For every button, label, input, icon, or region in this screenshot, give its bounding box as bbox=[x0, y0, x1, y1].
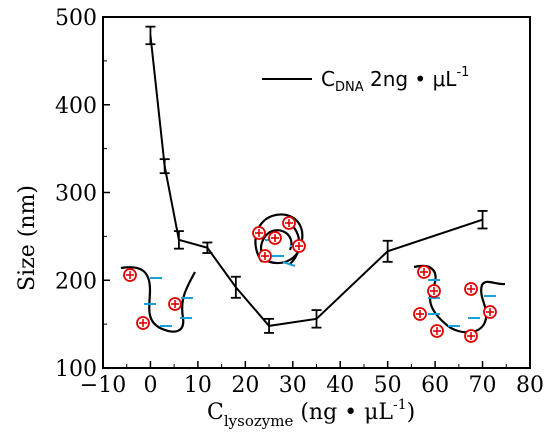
error-bar bbox=[202, 241, 213, 254]
positive-charge-icon bbox=[413, 307, 427, 321]
y-tick-label: 200 bbox=[55, 269, 97, 294]
error-bar bbox=[311, 309, 322, 329]
error-bar bbox=[477, 210, 488, 230]
error-bar bbox=[382, 239, 393, 263]
positive-charge-icon bbox=[168, 297, 182, 311]
x-axis-label: Clysozyme (ng • μL-1) bbox=[207, 397, 415, 430]
positive-charge-icon bbox=[282, 216, 296, 230]
error-bar bbox=[230, 275, 241, 299]
positive-charge-icon bbox=[268, 231, 282, 245]
positive-charge-icon bbox=[292, 239, 306, 253]
x-axis-label-sup: -1 bbox=[393, 397, 407, 413]
legend-label-tail: 2ng • μL bbox=[364, 67, 458, 91]
positive-charge-icon bbox=[430, 324, 444, 338]
error-bar bbox=[264, 317, 275, 334]
legend-label: CDNA 2ng • μL-1 bbox=[321, 65, 469, 95]
y-tick-label: 500 bbox=[55, 6, 97, 31]
legend-label-sub: DNA bbox=[335, 80, 364, 95]
error-bar bbox=[145, 25, 156, 46]
dna-strand-path bbox=[120, 266, 196, 333]
x-tick-label: 20 bbox=[231, 373, 259, 398]
extended-dna-strand bbox=[120, 266, 196, 333]
x-tick-label: 40 bbox=[326, 373, 354, 398]
legend-label-sup: -1 bbox=[456, 65, 469, 80]
positive-charge-icon bbox=[252, 226, 266, 240]
negative-charge-dash bbox=[282, 261, 296, 267]
positive-charge-icon bbox=[464, 282, 478, 296]
error-bar bbox=[173, 230, 184, 250]
x-axis-label-main: C bbox=[207, 400, 224, 425]
tick-labels: −10 0 10 20 30 40 50 60 70 80 100 200 300 400 500 bbox=[55, 6, 544, 398]
positive-charge-icon bbox=[136, 316, 150, 330]
x-tick-label: 60 bbox=[421, 373, 449, 398]
positive-charge-icon bbox=[483, 305, 497, 319]
legend: CDNA 2ng • μL-1 bbox=[262, 65, 469, 95]
positive-charge-icon bbox=[417, 265, 431, 279]
x-tick-label: 70 bbox=[469, 373, 497, 398]
x-tick-label: 50 bbox=[374, 373, 402, 398]
x-axis-label-close: ) bbox=[407, 400, 416, 425]
series-layer bbox=[145, 25, 488, 334]
positive-charge-icon bbox=[427, 284, 441, 298]
x-axis-label-sub: lysozyme bbox=[224, 412, 294, 430]
y-tick-label: 100 bbox=[55, 357, 97, 382]
error-bar bbox=[159, 158, 170, 175]
positive-charge-icon bbox=[464, 329, 478, 343]
x-tick-label: 80 bbox=[516, 373, 544, 398]
x-axis-label-tail: (ng • μL bbox=[293, 400, 393, 425]
y-tick-label: 300 bbox=[55, 182, 97, 207]
loose-dna-complex bbox=[413, 264, 506, 343]
illustrations bbox=[120, 213, 506, 343]
positive-charge-icon bbox=[123, 268, 137, 282]
y-axis-label: Size (nm) bbox=[15, 185, 40, 291]
x-tick-label: 30 bbox=[279, 373, 307, 398]
condensed-dna-complex bbox=[252, 213, 306, 267]
y-tick-label: 400 bbox=[55, 94, 97, 119]
legend-label-main: C bbox=[321, 67, 335, 91]
x-tick-label: 10 bbox=[184, 373, 212, 398]
dna-strand-path bbox=[254, 213, 304, 265]
x-tick-label: 0 bbox=[143, 373, 157, 398]
axes bbox=[102, 16, 531, 369]
positive-charge-icon bbox=[258, 249, 272, 263]
x-tick-label: −10 bbox=[80, 373, 126, 398]
